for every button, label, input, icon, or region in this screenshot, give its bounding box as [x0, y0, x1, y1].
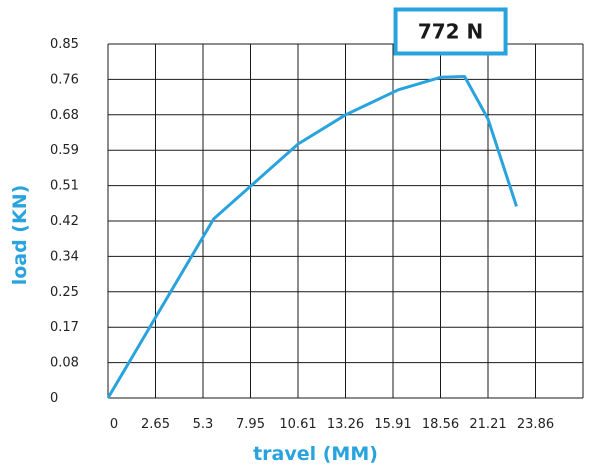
y-tick-label: 0.68 [50, 108, 79, 123]
x-tick-label: 21.21 [469, 417, 506, 432]
x-tick-label: 23.86 [517, 417, 554, 432]
peak-annotation-label: 772 N [418, 19, 483, 43]
x-tick-label: 13.26 [327, 417, 364, 432]
y-tick-label: 0.08 [50, 356, 79, 371]
y-tick-label: 0.76 [50, 72, 79, 87]
y-tick-label: 0.51 [50, 179, 79, 194]
peak-annotation-box [393, 7, 508, 56]
y-tick-label: 0 [50, 391, 58, 406]
x-tick-label: 15.91 [374, 417, 411, 432]
x-tick-label: 7.95 [236, 417, 265, 432]
y-tick-label: 0.17 [50, 320, 79, 335]
x-tick-label: 5.3 [193, 417, 214, 432]
x-tick-labels: 0 2.65 5.3 7.95 10.61 13.26 15.91 18.56 21.21 23.… [110, 417, 554, 432]
x-axis-title: travel (MM) [253, 443, 378, 465]
grid-lines [107, 43, 584, 399]
y-tick-label: 0.85 [50, 37, 79, 52]
y-tick-label: 0.59 [50, 143, 79, 158]
y-axis-title: load (KN) [9, 185, 31, 286]
y-tick-label: 0.42 [50, 214, 79, 229]
x-tick-label: 0 [110, 417, 118, 432]
peak-annotation-badge: 772 N [393, 7, 508, 56]
x-tick-label: 18.56 [422, 417, 459, 432]
y-tick-label: 0.34 [50, 249, 79, 264]
series-line-load [106, 75, 518, 399]
y-tick-label: 0.25 [50, 285, 79, 300]
x-tick-label: 2.65 [141, 417, 170, 432]
x-tick-label: 10.61 [279, 417, 316, 432]
y-tick-labels: 0 0.08 0.17 0.25 0.34 0.42 0.51 0.59 0.68 0.76 0.8… [50, 37, 79, 406]
